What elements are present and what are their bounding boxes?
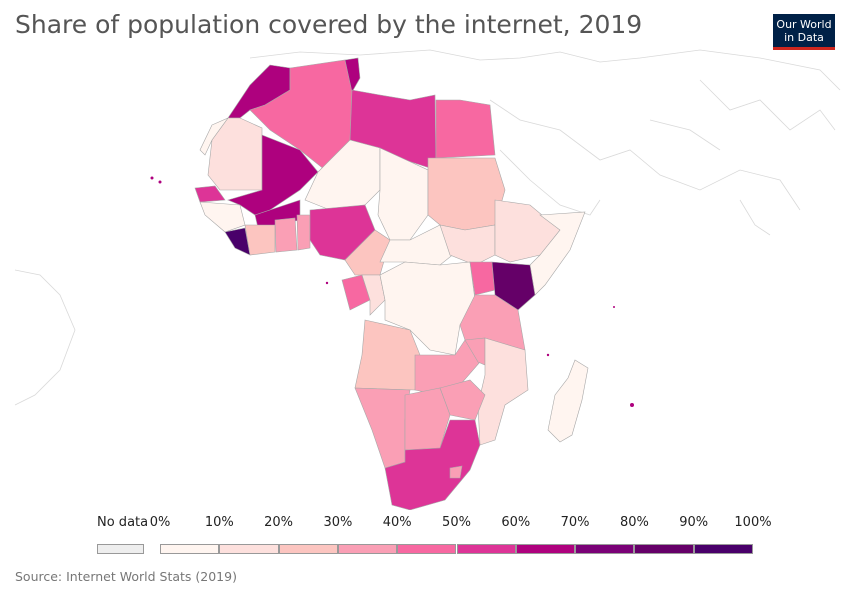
ghana [274, 217, 298, 253]
dr-congo [379, 261, 476, 356]
western-sahara [199, 117, 229, 156]
tunisia [344, 57, 361, 93]
ethiopia [494, 199, 561, 263]
madagascar [547, 359, 589, 443]
islands [150, 176, 634, 407]
legend-tick-10: 100% [734, 515, 772, 530]
legend-bin-2[interactable] [278, 544, 338, 554]
guinea [199, 201, 246, 233]
legend-bin-4[interactable] [397, 544, 457, 554]
legend-bin-9[interactable] [693, 544, 753, 554]
zambia [414, 339, 481, 393]
legend-bin-1[interactable] [219, 544, 279, 554]
color-legend: No data 0% 10% 20% 30% 40% 50% 60% 70% 80% 90% 100… [0, 512, 850, 562]
namibia [354, 387, 411, 469]
mozambique [477, 337, 529, 446]
logo-line-2: in Data [784, 31, 824, 44]
kenya [491, 261, 536, 311]
lesotho [449, 465, 463, 479]
legend-tick-6: 60% [501, 515, 531, 530]
source-note: Source: Internet World Stats (2019) [15, 569, 237, 584]
south-africa [384, 419, 481, 510]
legend-no-data-label: No data [97, 515, 149, 530]
africa-countries [194, 57, 589, 510]
legend-tick-4: 40% [382, 515, 412, 530]
legend-tick-3: 30% [323, 515, 353, 530]
mauritania [207, 117, 263, 191]
owid-logo[interactable]: Our World in Data [773, 14, 835, 50]
chart-title: Share of population covered by the inter… [15, 10, 643, 39]
angola [354, 319, 421, 391]
legend-tick-9: 90% [679, 515, 709, 530]
background-land [14, 49, 841, 406]
legend-tick-0: 0% [149, 515, 171, 530]
legend-tick-1: 10% [204, 515, 234, 530]
senegal [194, 185, 226, 203]
legend-bin-0[interactable] [160, 544, 220, 554]
legend-no-data-swatch [97, 544, 144, 554]
niger [304, 139, 381, 211]
togo-benin [296, 214, 311, 251]
legend-tick-2: 20% [264, 515, 294, 530]
congo [361, 274, 386, 316]
legend-bin-7[interactable] [575, 544, 635, 554]
logo-line-1: Our World [776, 18, 832, 31]
legend-bin-3[interactable] [337, 544, 398, 554]
egypt [435, 99, 496, 159]
ivory-coast [244, 224, 276, 256]
africa-map[interactable] [0, 45, 850, 510]
south-sudan [439, 224, 496, 266]
botswana [404, 387, 451, 451]
legend-bin-6[interactable] [515, 544, 576, 554]
sudan [427, 157, 506, 231]
legend-bin-5[interactable] [456, 544, 516, 554]
legend-tick-7: 70% [560, 515, 590, 530]
legend-bin-8[interactable] [634, 544, 694, 554]
legend-tick-8: 80% [619, 515, 649, 530]
legend-tick-5: 50% [442, 515, 471, 530]
